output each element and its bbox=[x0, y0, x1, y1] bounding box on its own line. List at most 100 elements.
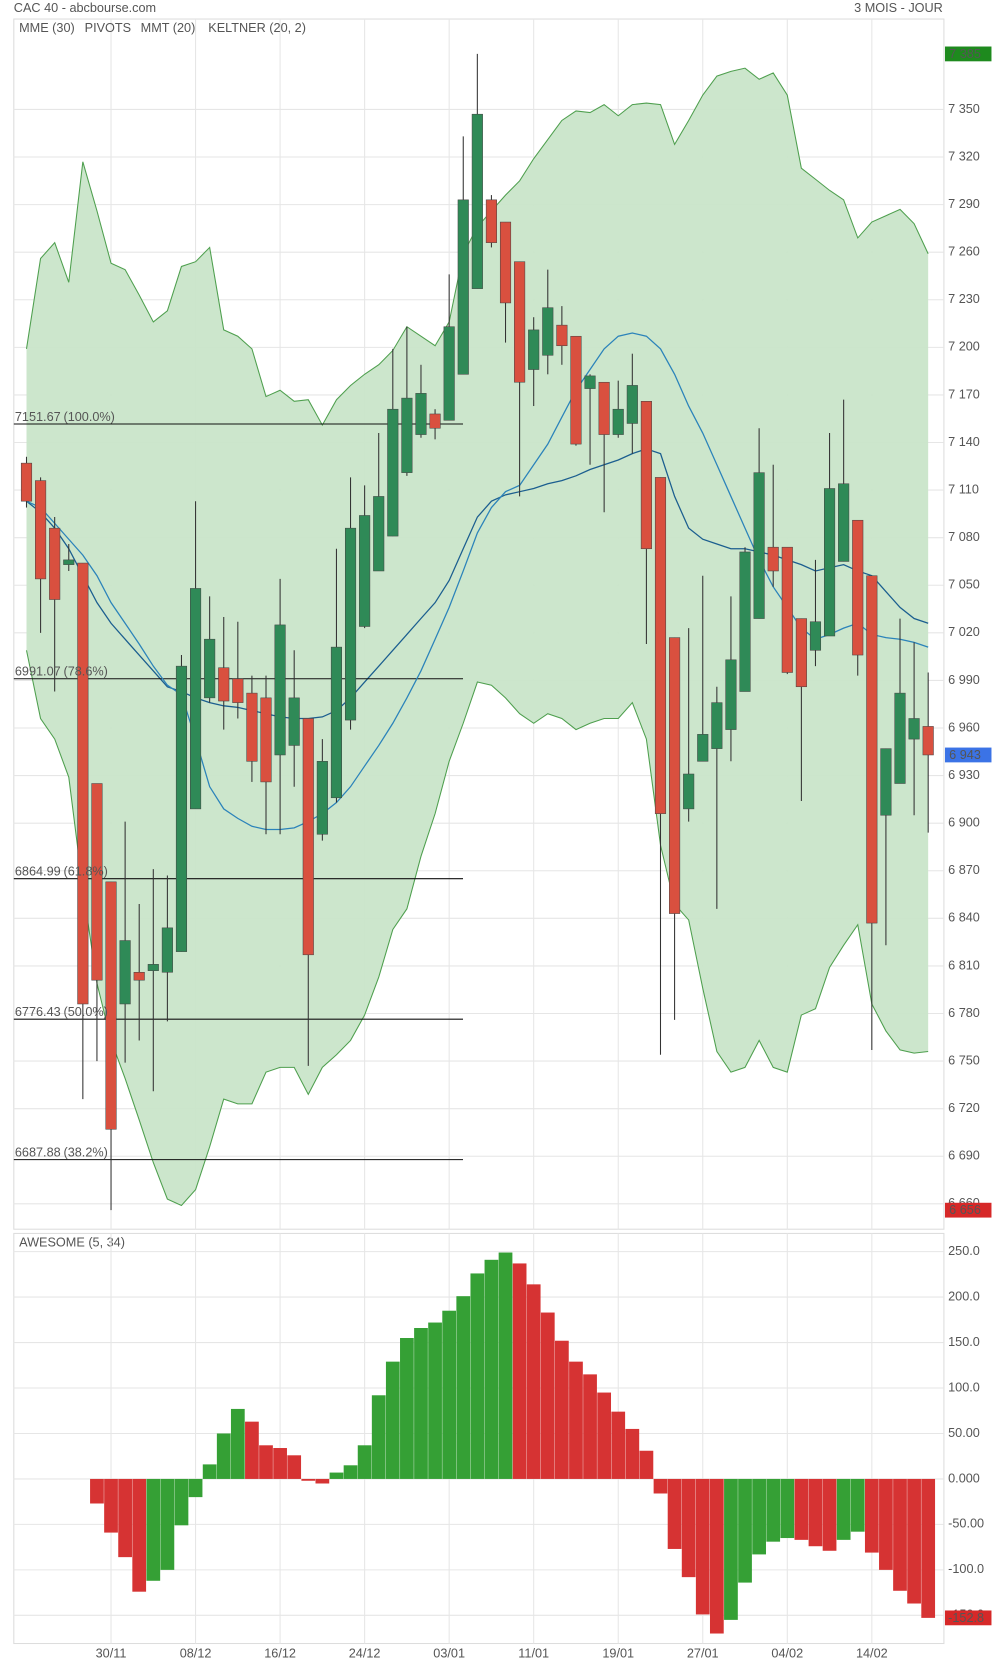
y-tick-label: 6 810 bbox=[948, 958, 980, 972]
y-tick-label: 0.000 bbox=[948, 1471, 980, 1485]
y-tick-label: 50.00 bbox=[948, 1426, 980, 1440]
oscillator-bar bbox=[850, 1478, 865, 1532]
y-tick-label: 6 990 bbox=[948, 673, 980, 687]
candle-body bbox=[795, 618, 807, 688]
oscillator-bar bbox=[371, 1395, 386, 1479]
candle-body bbox=[119, 940, 131, 1005]
candle-body bbox=[894, 692, 906, 784]
y-tick-label: 6 900 bbox=[948, 816, 980, 830]
oscillator-bar bbox=[104, 1478, 118, 1533]
candle-body bbox=[626, 385, 638, 424]
legend-entry: MMT (20) bbox=[141, 21, 196, 35]
oscillator-bar bbox=[667, 1478, 682, 1549]
legend-entry: PIVOTS bbox=[85, 21, 131, 35]
oscillator-bar bbox=[569, 1361, 583, 1479]
y-tick-label: 200.0 bbox=[948, 1289, 980, 1303]
oscillator-bar bbox=[526, 1284, 541, 1479]
oscillator-bar bbox=[695, 1478, 710, 1615]
y-tick-label: 6 960 bbox=[948, 720, 980, 734]
y-tick-label: 7 080 bbox=[948, 530, 980, 544]
candle-body bbox=[457, 199, 469, 375]
price-panel bbox=[13, 18, 945, 1230]
candle-body bbox=[852, 519, 864, 656]
oscillator-bar bbox=[907, 1478, 921, 1604]
oscillator-bar bbox=[822, 1478, 837, 1551]
candle-body bbox=[401, 397, 413, 473]
oscillator-bar bbox=[414, 1327, 428, 1479]
pivot-value: 7151.67 bbox=[15, 410, 61, 424]
candle-body bbox=[260, 697, 272, 783]
x-tick-label: 04/02 bbox=[771, 1646, 803, 1660]
candle-body bbox=[514, 261, 526, 383]
y-tick-label: 7 170 bbox=[948, 387, 980, 401]
x-tick-label: 11/01 bbox=[518, 1646, 549, 1660]
candle-body bbox=[161, 927, 173, 973]
price-label: 6 943 bbox=[949, 748, 981, 762]
oscillator-bar bbox=[597, 1392, 612, 1479]
candle-body bbox=[373, 496, 385, 572]
oscillator-bar bbox=[343, 1465, 358, 1479]
candle-body bbox=[35, 480, 47, 580]
candle-body bbox=[471, 113, 483, 289]
candle-body bbox=[274, 624, 286, 756]
y-tick-label: 7 230 bbox=[948, 292, 980, 306]
price-label-box bbox=[944, 1202, 992, 1218]
candle-body bbox=[612, 408, 624, 435]
y-tick-label: 7 320 bbox=[948, 149, 980, 163]
x-tick-label: 14/02 bbox=[856, 1646, 888, 1660]
oscillator-bar bbox=[625, 1428, 640, 1479]
oscillator-bar bbox=[329, 1472, 344, 1479]
y-tick-label: 7 290 bbox=[948, 197, 980, 211]
price-label: 6 656 bbox=[949, 1203, 981, 1217]
price-label: 7 385 bbox=[949, 47, 981, 61]
candle-body bbox=[683, 773, 695, 810]
oscillator-bar bbox=[456, 1296, 471, 1479]
candle-body bbox=[556, 324, 568, 347]
oscillator-bar bbox=[132, 1478, 147, 1592]
oscillator-bar bbox=[724, 1478, 738, 1620]
candle-body bbox=[63, 559, 75, 565]
x-tick-label: 16/12 bbox=[264, 1646, 296, 1660]
chart-title: CAC 40 - abcbourse.com bbox=[14, 1, 156, 15]
x-tick-label: 24/12 bbox=[349, 1646, 381, 1660]
oscillator-bar bbox=[202, 1464, 217, 1479]
y-tick-label: 7 350 bbox=[948, 102, 980, 116]
oscillator-bar bbox=[752, 1478, 766, 1555]
oscillator-bar bbox=[540, 1312, 555, 1479]
candle-body bbox=[542, 307, 554, 356]
y-tick-label: 7 200 bbox=[948, 340, 980, 354]
candle-body bbox=[443, 326, 455, 421]
price-label-box bbox=[944, 747, 992, 763]
oscillator-bar bbox=[498, 1252, 513, 1479]
candle-body bbox=[415, 393, 427, 435]
oscillator-bar bbox=[555, 1340, 569, 1479]
pivot-ratio: (50.0%) bbox=[63, 1005, 107, 1019]
x-tick-label: 19/01 bbox=[602, 1646, 634, 1660]
oscillator-bar bbox=[301, 1478, 316, 1481]
oscillator-bar bbox=[794, 1478, 809, 1540]
x-tick-label: 03/01 bbox=[433, 1646, 465, 1660]
oscillator-bar bbox=[681, 1478, 696, 1578]
oscillator-bar bbox=[428, 1322, 442, 1479]
pivot-ratio: (78.6%) bbox=[63, 665, 107, 679]
candle-body bbox=[316, 761, 328, 835]
oscillator-bar bbox=[864, 1478, 879, 1553]
y-tick-label: 6 840 bbox=[948, 911, 980, 925]
candle-body bbox=[753, 472, 765, 619]
candle-body bbox=[838, 483, 850, 562]
candle-body bbox=[584, 375, 596, 389]
oscillator-bar bbox=[442, 1310, 457, 1479]
oscillator-bar bbox=[484, 1259, 499, 1479]
oscillator-bar bbox=[836, 1478, 851, 1540]
y-tick-label: 7 260 bbox=[948, 245, 980, 259]
candle-body bbox=[302, 718, 314, 956]
oscillator-bar bbox=[879, 1478, 893, 1570]
oscillator-panel bbox=[13, 1232, 945, 1645]
candle-body bbox=[908, 718, 920, 740]
keltner-lower bbox=[25, 650, 929, 1207]
y-tick-label: 150.0 bbox=[948, 1335, 980, 1349]
candle-body bbox=[767, 546, 779, 572]
oscillator-bar bbox=[273, 1448, 287, 1479]
candle-body bbox=[640, 401, 652, 550]
y-tick-label: 7 050 bbox=[948, 578, 980, 592]
